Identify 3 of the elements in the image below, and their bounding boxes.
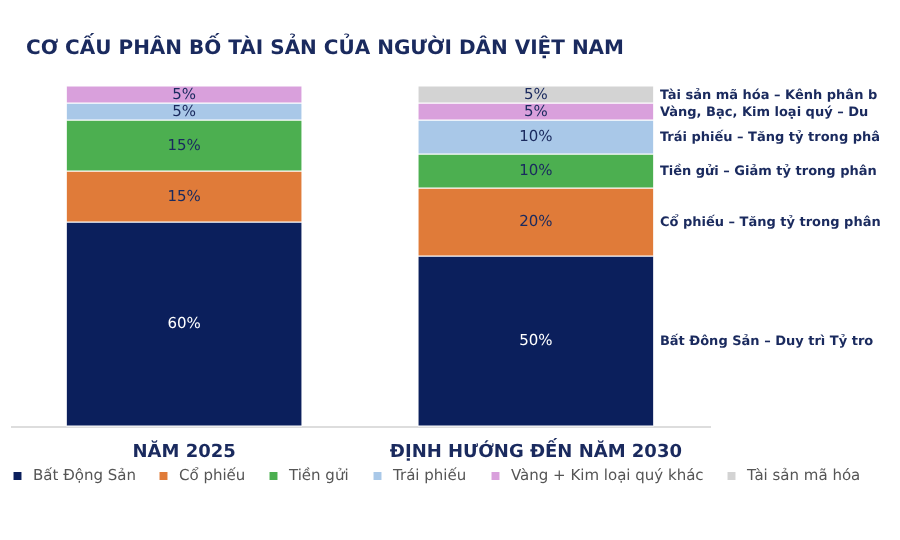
chart-title: CƠ CẤU PHÂN BỐ TÀI SẢN CỦA NGƯỜI DÂN VIỆT NAM [26,31,625,60]
x-tick-label: ĐỊNH HƯỚNG ĐẾN NĂM 2030 [389,437,682,463]
x-tick-label: NĂM 2025 [132,439,236,463]
